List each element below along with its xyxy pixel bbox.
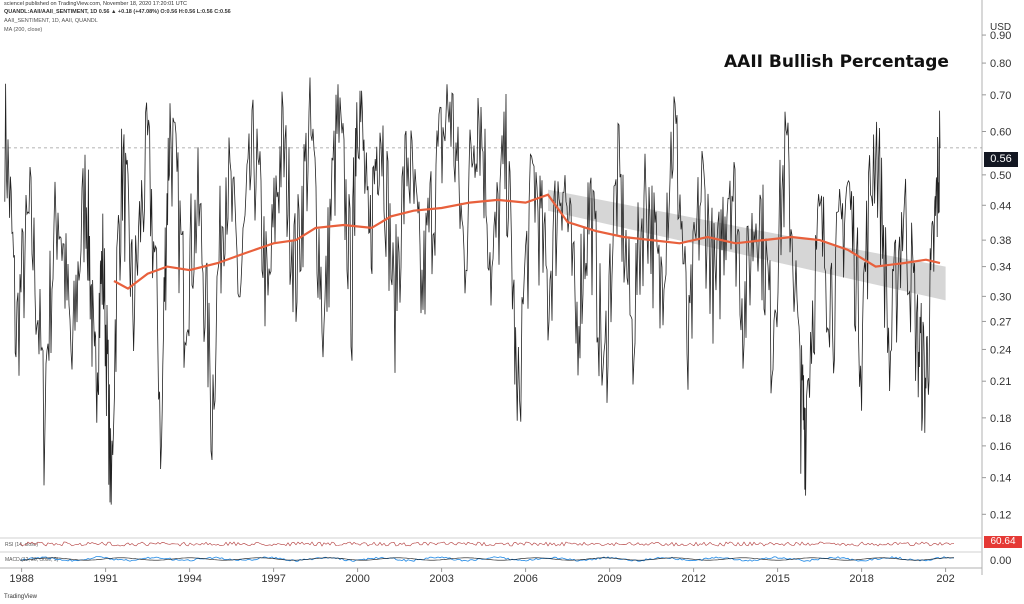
macd-signal-line: [19, 557, 955, 561]
x-tick-label: 2006: [513, 573, 537, 585]
moving-average-line: [113, 193, 941, 290]
rsi-value-badge: 60.64: [984, 536, 1022, 548]
y-tick-label: 0.90: [990, 30, 1011, 42]
y-tick-label: 0.18: [990, 413, 1011, 425]
price-series-line: [4, 77, 941, 505]
y-tick-label: 0.70: [990, 90, 1011, 102]
x-tick-label: 1991: [93, 573, 117, 585]
x-tick-label: 1988: [9, 573, 33, 585]
y-tick-label: 0.30: [990, 291, 1011, 303]
chart-title: AAII Bullish Percentage: [724, 52, 949, 72]
y-tick-label: 0.12: [990, 509, 1011, 521]
ma-label: MA (200, close): [4, 27, 43, 33]
x-tick-label: 2000: [345, 573, 369, 585]
y-tick-label: 0.60: [990, 126, 1011, 138]
x-tick-label: 202: [936, 573, 954, 585]
y-tick-label: 0.38: [990, 235, 1011, 247]
current-price-badge: 0.56: [984, 152, 1018, 167]
x-tick-label: 1994: [177, 573, 201, 585]
symbol-ohlc-line: QUANDL:AAII/AAII_SENTIMENT, 1D 0.56 ▲ +0…: [4, 9, 231, 15]
macd-zero-label: 0.00: [990, 555, 1011, 567]
x-tick-label: 2003: [429, 573, 453, 585]
y-tick-label: 0.16: [990, 441, 1011, 453]
x-tick-label: 2018: [849, 573, 873, 585]
y-tick-label: 0.50: [990, 170, 1011, 182]
y-tick-label: 0.27: [990, 316, 1011, 328]
rsi-line: [19, 541, 955, 547]
currency-label: USD: [990, 22, 1012, 33]
y-tick-label: 0.44: [990, 200, 1011, 212]
y-tick-label: 0.24: [990, 344, 1011, 356]
x-tick-label: 2015: [765, 573, 789, 585]
publisher-line: sciencel published on TradingView.com, N…: [4, 1, 188, 7]
y-tick-label: 0.14: [990, 473, 1011, 485]
tradingview-logo[interactable]: TradingView: [4, 594, 38, 600]
series-label: AAII_SENTIMENT, 1D, AAII, QUANDL: [4, 18, 98, 24]
y-tick-label: 0.21: [990, 376, 1011, 388]
macd-pane-label: MACD (12, 26, close, 9): [5, 557, 59, 563]
macd-line: [19, 556, 955, 562]
x-tick-label: 1997: [261, 573, 285, 585]
x-tick-label: 2012: [681, 573, 705, 585]
y-tick-label: 0.34: [990, 262, 1011, 274]
x-tick-label: 2009: [597, 573, 621, 585]
y-tick-label: 0.80: [990, 58, 1011, 70]
